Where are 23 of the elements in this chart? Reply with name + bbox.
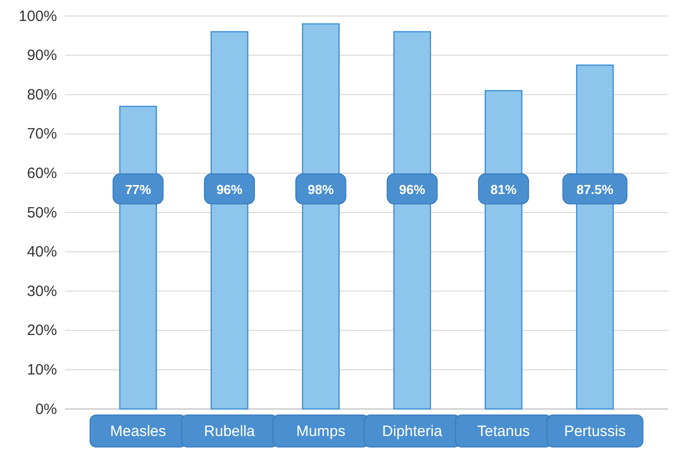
y-tick-label: 10% <box>26 362 57 378</box>
y-tick-label: 40% <box>26 244 57 261</box>
y-tick-label: 90% <box>26 47 57 64</box>
x-tick-label: Pertussis <box>564 423 626 440</box>
x-tick-label: Measles <box>110 423 166 440</box>
x-tick-label: Diphteria <box>382 423 443 440</box>
x-tick-label: Mumps <box>296 423 346 440</box>
y-tick-label: 60% <box>26 165 57 182</box>
data-label: 87.5% <box>576 182 614 197</box>
y-tick-label: 50% <box>26 204 57 222</box>
x-tick-label: Rubella <box>204 423 256 440</box>
y-tick-label: 20% <box>26 322 57 340</box>
y-tick-label: 80% <box>26 86 57 104</box>
y-tick-label: 100% <box>18 8 57 25</box>
data-label: 96% <box>399 182 426 197</box>
data-label: 81% <box>490 182 517 197</box>
y-tick-label: 30% <box>26 282 57 300</box>
data-label: 77% <box>125 182 152 197</box>
data-label: 96% <box>216 182 243 197</box>
x-tick-label: Tetanus <box>477 423 530 440</box>
y-tick-label: 70% <box>26 126 57 143</box>
data-label: 98% <box>308 182 334 197</box>
y-tick-label: 0% <box>35 400 57 418</box>
